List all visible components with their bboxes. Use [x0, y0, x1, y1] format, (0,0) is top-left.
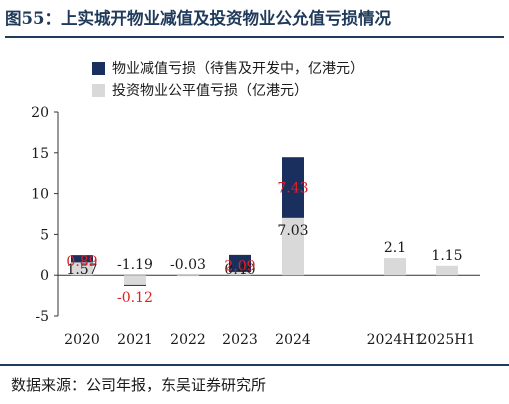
data-label-fair-value: 2.1 [384, 240, 406, 256]
data-labels: 1.570.89 -1.19 -0.12 -0.03 0.402.09 7.03 7.43 2… [66, 181, 462, 306]
x-tick-label: 2024 [275, 332, 311, 348]
source-note: 数据来源：公司年报，东吴证券研究所 [0, 364, 509, 402]
legend-label-1: 物业减值亏损（待售及开发中，亿港元） [112, 61, 364, 77]
bar-fair-value-loss [177, 275, 199, 277]
data-label-fair-value: 1.15 [431, 248, 462, 264]
data-label-impairment: 2.09 [224, 258, 255, 274]
x-tick-label: 2025H1 [419, 332, 476, 348]
y-tick-label: 10 [31, 187, 49, 203]
y-tick-label: -5 [35, 309, 49, 325]
y-tick-label: 0 [40, 268, 49, 284]
x-tick-label: 2024H1 [367, 332, 424, 348]
bar-fair-value-loss [436, 265, 458, 276]
data-label-fair-value: 7.03 [277, 223, 308, 239]
chart: 物业减值亏损（待售及开发中，亿港元） 投资物业公平值亏损（亿港元） -5 0 5 10 1… [31, 61, 480, 348]
bar-fair-value-loss [282, 217, 304, 276]
y-tick-label: 20 [31, 105, 49, 121]
x-tick-label: 2023 [222, 332, 258, 348]
bar-fair-value-loss [71, 262, 93, 276]
legend: 物业减值亏损（待售及开发中，亿港元） 投资物业公平值亏损（亿港元） [92, 61, 364, 99]
legend-swatch-2 [92, 84, 105, 97]
y-tick-label: 15 [31, 146, 49, 162]
figure-title: 图55：上实城开物业减值及投资物业公允值亏损情况 [5, 2, 504, 38]
bar-fair-value-loss [124, 275, 146, 285]
data-label-fair-value: 0.40 [224, 262, 255, 278]
bars [71, 157, 458, 286]
bar-fair-value-loss [384, 258, 406, 276]
bar-impairment-loss [71, 255, 93, 263]
bar-impairment-loss [124, 284, 146, 286]
data-label-impairment: -0.12 [117, 290, 153, 306]
data-label-impairment: 0.89 [66, 254, 97, 270]
bar-impairment-loss [229, 254, 251, 272]
data-label-fair-value: -0.03 [170, 257, 206, 273]
data-label-fair-value: -1.19 [117, 257, 153, 273]
y-tick-label: 5 [40, 227, 49, 243]
legend-swatch-1 [92, 62, 105, 75]
bar-impairment-loss [282, 157, 304, 218]
x-tick-label: 2022 [170, 332, 206, 348]
bar-fair-value-loss [229, 271, 251, 276]
x-tick-label: 2020 [64, 332, 100, 348]
x-tick-label: 2021 [117, 332, 153, 348]
data-label-fair-value: 1.57 [66, 262, 97, 278]
legend-label-2: 投资物业公平值亏损（亿港元） [112, 83, 308, 99]
data-label-impairment: 7.43 [277, 181, 308, 197]
